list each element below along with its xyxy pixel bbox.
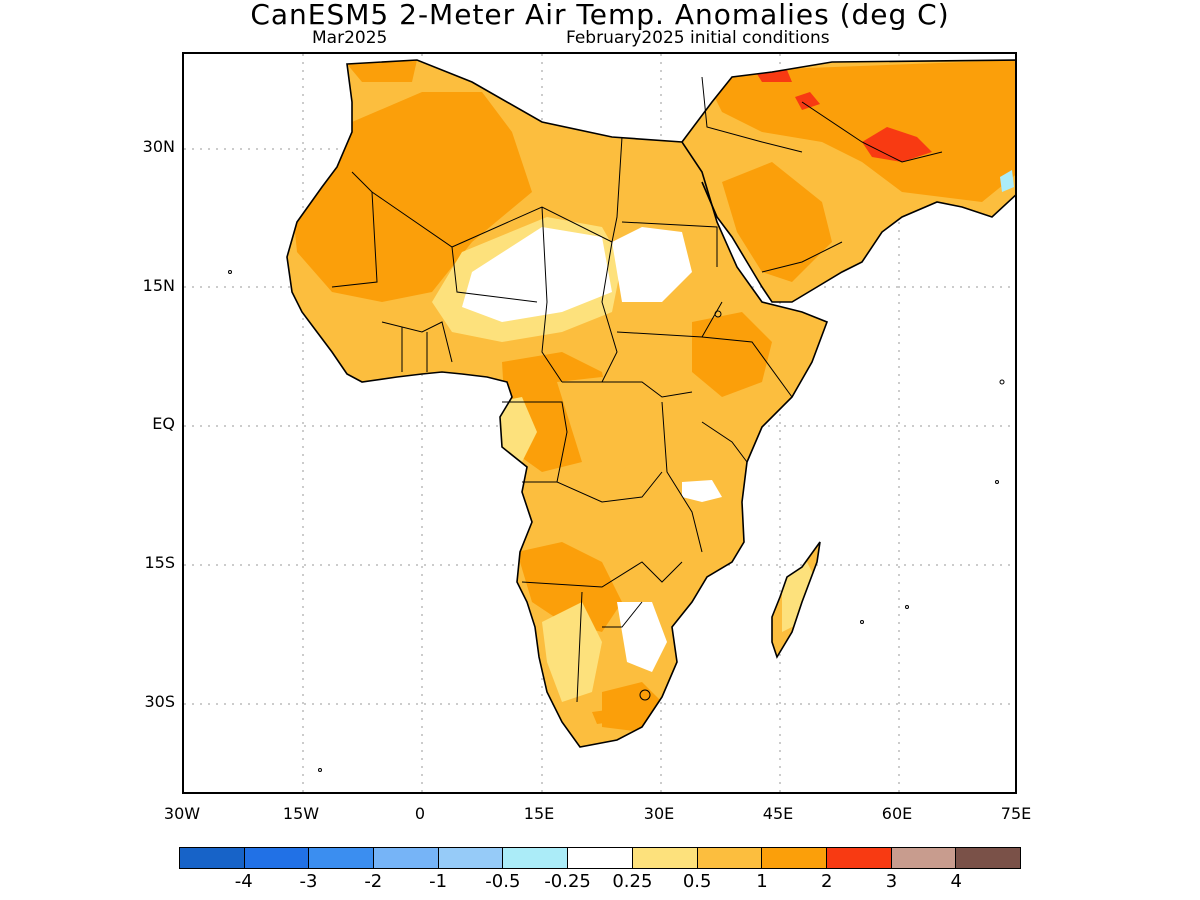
legend-label: -1 bbox=[429, 871, 448, 892]
legend-swatch bbox=[956, 848, 1020, 868]
legend-swatch bbox=[697, 848, 763, 868]
legend-label: 4 bbox=[950, 871, 962, 892]
lat-label-15n: 15N bbox=[142, 276, 175, 295]
lon-label-15e: 15E bbox=[523, 804, 555, 823]
legend-label: -0.25 bbox=[544, 871, 591, 892]
legend-swatch bbox=[374, 848, 439, 868]
legend-swatch bbox=[244, 848, 310, 868]
color-legend bbox=[179, 847, 1021, 869]
legend-label: -0.5 bbox=[485, 871, 521, 892]
lat-label-30s: 30S bbox=[144, 692, 175, 711]
lon-label-30e: 30E bbox=[643, 804, 675, 823]
coastlines bbox=[286, 59, 1015, 748]
legend-swatch bbox=[762, 848, 827, 868]
legend-label: -2 bbox=[364, 871, 383, 892]
legend-label: 0.5 bbox=[682, 871, 712, 892]
lon-label-75e: 75E bbox=[1000, 804, 1032, 823]
lat-label-30n: 30N bbox=[142, 137, 175, 156]
lon-label-60e: 60E bbox=[881, 804, 913, 823]
legend-swatch bbox=[309, 848, 375, 868]
anomaly-shading bbox=[287, 60, 1015, 747]
legend-swatch bbox=[891, 848, 957, 868]
lon-label-30w: 30W bbox=[163, 804, 201, 823]
legend-label: 1 bbox=[756, 871, 768, 892]
lon-label-0: 0 bbox=[414, 804, 426, 823]
legend-label: 3 bbox=[885, 871, 898, 892]
country-borders bbox=[331, 76, 943, 703]
legend-label: -3 bbox=[299, 871, 318, 892]
legend-swatch bbox=[180, 848, 245, 868]
legend-swatch bbox=[568, 848, 633, 868]
initial-conditions-label: February2025 initial conditions bbox=[566, 28, 830, 48]
forecast-month: Mar2025 bbox=[312, 28, 388, 48]
legend-swatch bbox=[438, 848, 504, 868]
anomaly-map bbox=[182, 52, 1017, 794]
legend-label: 2 bbox=[820, 871, 833, 892]
map-canvas bbox=[184, 54, 1015, 792]
lat-label-eq: EQ bbox=[152, 414, 175, 433]
lat-label-15s: 15S bbox=[144, 553, 175, 572]
lon-label-15w: 15W bbox=[282, 804, 320, 823]
map-title: CanESM5 2-Meter Air Temp. Anomalies (deg… bbox=[250, 0, 950, 31]
lon-label-45e: 45E bbox=[762, 804, 794, 823]
legend-swatch bbox=[632, 848, 698, 868]
legend-swatch bbox=[503, 848, 569, 868]
legend-label: -4 bbox=[234, 871, 253, 892]
islands bbox=[228, 270, 1005, 772]
legend-swatch bbox=[826, 848, 892, 868]
legend-label: 0.25 bbox=[612, 871, 653, 892]
